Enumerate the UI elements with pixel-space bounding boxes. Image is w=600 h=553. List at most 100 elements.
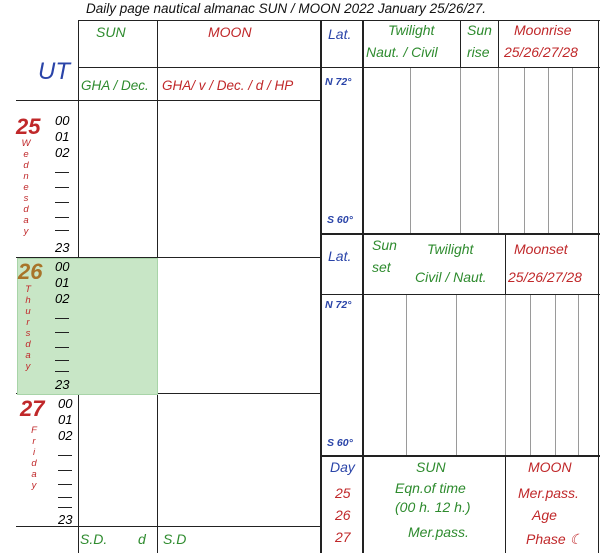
hour-label: 00 xyxy=(55,113,70,128)
day-letter: e xyxy=(23,149,29,160)
hour-label: 01 xyxy=(55,129,70,144)
day-letter: u xyxy=(25,306,31,317)
day-letter: y xyxy=(23,226,29,237)
day-sep-27 xyxy=(16,393,322,394)
lat-mid-header-line xyxy=(320,294,600,295)
hour-tick xyxy=(55,172,69,173)
moonrise-divider xyxy=(498,20,499,68)
grid-line xyxy=(460,68,461,233)
hour-tick xyxy=(58,470,72,471)
lat-top-north: N 72° xyxy=(325,76,352,88)
grid-line xyxy=(578,295,579,455)
day-letter: r xyxy=(26,317,30,328)
twilight-mid-line1: Twilight xyxy=(427,241,474,257)
footer-line xyxy=(16,526,322,527)
day-letter: h xyxy=(25,295,31,306)
hour-label: 23 xyxy=(58,512,73,527)
moonrise-line2: 25/26/27/28 xyxy=(504,44,578,60)
hour-label: 00 xyxy=(55,259,70,274)
hour-label: 02 xyxy=(58,428,73,443)
hour-label: 01 xyxy=(55,275,70,290)
bottom-moon-heading: MOON xyxy=(528,459,572,475)
subheader-line xyxy=(16,100,322,101)
day-letter: d xyxy=(23,204,29,215)
day-name-vertical: W e d n e s d a y xyxy=(20,138,32,237)
twilight-top-line2: Naut. / Civil xyxy=(366,44,438,60)
lat-mid-bottom-line xyxy=(320,455,600,457)
frame-top xyxy=(78,20,600,21)
grid-line xyxy=(572,68,573,233)
day-letter: y xyxy=(25,361,31,372)
grid-line xyxy=(524,68,525,233)
lat-top-heading: Lat. xyxy=(328,26,352,42)
day-letter: a xyxy=(31,469,37,480)
sun-subheading: GHA / Dec. xyxy=(81,78,149,93)
hour-tick xyxy=(55,217,69,218)
hour-label: 02 xyxy=(55,291,70,306)
moonset-line1: Moonset xyxy=(514,241,568,257)
lat-mid-south: S 60° xyxy=(327,437,353,449)
day-letter: W xyxy=(21,138,31,149)
day-heading: Day xyxy=(330,459,355,475)
lat-right-border xyxy=(362,20,364,553)
grid-line xyxy=(456,295,457,455)
moonrise-line1: Moonrise xyxy=(514,22,572,38)
bottom-moon-line3: Phase ☾ xyxy=(526,531,583,547)
hour-label: 00 xyxy=(58,396,73,411)
lat-top-south: S 60° xyxy=(327,214,353,226)
sunset-line2: set xyxy=(372,259,391,275)
bottom-moon-line2: Age xyxy=(532,507,557,523)
moon-heading: MOON xyxy=(208,24,252,40)
hour-tick xyxy=(55,202,69,203)
bottom-sun-heading: SUN xyxy=(416,459,446,475)
day-value: 26 xyxy=(335,507,351,523)
hour-label: 02 xyxy=(55,145,70,160)
hour-tick xyxy=(58,507,72,508)
grid-line xyxy=(498,68,499,233)
hour-tick xyxy=(58,455,72,456)
day-letter: r xyxy=(32,436,36,447)
sunrise-line2: rise xyxy=(467,44,490,60)
grid-line xyxy=(406,295,407,455)
bottom-sun-line3: Mer.pass. xyxy=(408,524,469,540)
day-letter: n xyxy=(23,171,29,182)
lat-top-bottom-line xyxy=(320,233,600,235)
bottom-moon-line1: Mer.pass. xyxy=(518,485,579,501)
hour-tick xyxy=(58,484,72,485)
sun-footer-d: d xyxy=(138,531,146,547)
page-title: Daily page nautical almanac SUN / MOON 2… xyxy=(86,1,486,16)
sun-footer-sd: S.D. xyxy=(80,531,108,547)
day-letter: d xyxy=(31,458,37,469)
grid-line xyxy=(530,295,531,455)
day-letter: y xyxy=(31,480,37,491)
bottom-sun-line1: Eqn.of time xyxy=(395,480,466,496)
day26-sun-shade xyxy=(17,258,158,395)
moon-footer-sd: S.D xyxy=(163,531,187,547)
bottom-moon-divider xyxy=(505,456,506,553)
grid-line xyxy=(505,295,506,455)
hour-tick xyxy=(55,347,69,348)
sunset-line1: Sun xyxy=(372,237,397,253)
day-letter: s xyxy=(25,328,31,339)
right-border xyxy=(598,20,599,553)
lat-mid-north: N 72° xyxy=(325,299,352,311)
day-name-vertical: T h u r s d a y xyxy=(22,284,34,372)
moonset-divider xyxy=(505,234,506,295)
ut-label: UT xyxy=(38,58,70,85)
day-number: 25 xyxy=(16,114,41,139)
hour-tick xyxy=(55,360,69,361)
bottom-sun-line2: (00 h. 12 h.) xyxy=(395,499,471,515)
grid-line xyxy=(410,68,411,233)
hour-tick xyxy=(55,230,69,231)
day-letter: e xyxy=(23,182,29,193)
day-value: 27 xyxy=(335,529,351,545)
twilight-mid-line2: Civil / Naut. xyxy=(415,269,487,285)
twilight-top-line1: Twilight xyxy=(388,22,435,38)
sunrise-line1: Sun xyxy=(467,22,492,38)
day-letter: s xyxy=(23,193,29,204)
hour-tick xyxy=(55,332,69,333)
hour-label: 23 xyxy=(55,377,70,392)
day-name-vertical: F r i d a y xyxy=(28,425,40,491)
day-letter: T xyxy=(25,284,31,295)
day-value: 25 xyxy=(335,485,351,501)
